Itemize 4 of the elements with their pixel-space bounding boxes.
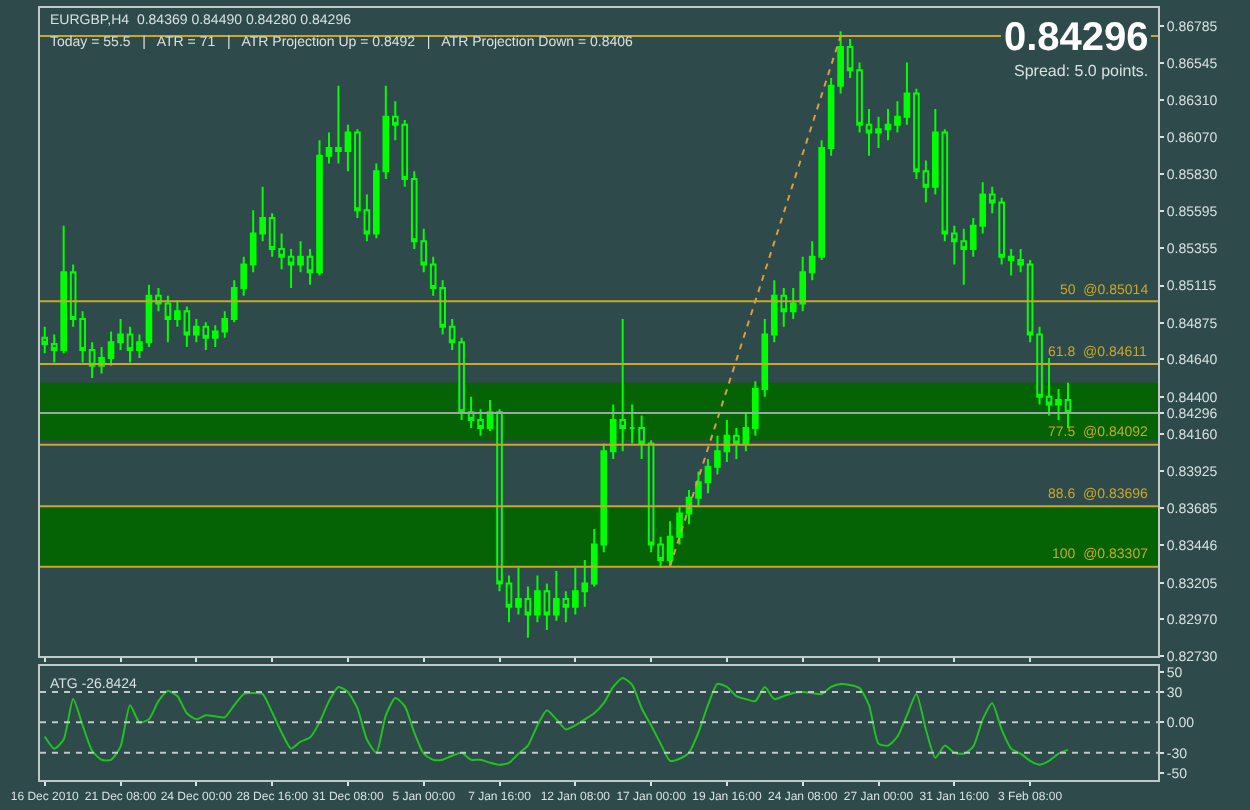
line-series: [43, 676, 1069, 766]
annotation: Spread: 5.0 points.: [1014, 62, 1149, 80]
annotation: 0.84296: [1004, 16, 1149, 60]
candlestick: [628, 403, 636, 445]
